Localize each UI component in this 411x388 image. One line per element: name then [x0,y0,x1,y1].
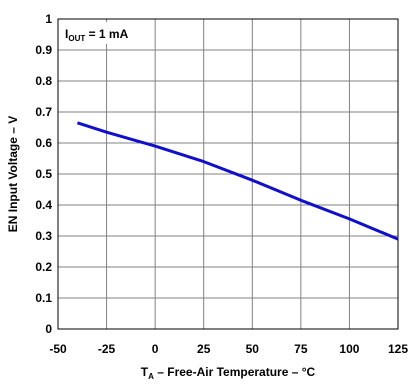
x-tick-labels: -50 -25 0 25 50 75 100 125 [49,342,408,356]
y-tick-label: 0.8 [35,74,52,88]
x-axis-title-rest: – Free-Air Temperature – °C [154,365,316,379]
y-tick-label: 0.2 [35,260,52,274]
y-tick-label: 0.1 [35,291,52,305]
x-tick-label: 25 [197,342,211,356]
x-tick-label: 100 [339,342,359,356]
x-tick-label: 75 [294,342,308,356]
y-tick-labels: 0 0.1 0.2 0.3 0.4 0.5 0.6 0.7 0.8 0.9 1 [35,12,52,336]
y-tick-label: 0.6 [35,136,52,150]
annotation-main: I [65,27,68,41]
annotation-label: IOUT = 1 mA [65,27,129,43]
y-tick-label: 0.7 [35,105,52,119]
annotation-rest: = 1 mA [85,27,128,41]
plot-frame [57,18,399,330]
y-tick-label: 0.3 [35,229,52,243]
x-tick-label: -25 [98,342,116,356]
y-tick-label: 0 [45,322,52,336]
x-axis-title-sub: A [148,372,154,381]
annotation-sub: OUT [68,34,85,43]
y-tick-label: 0.9 [35,43,52,57]
x-tick-label: -50 [49,342,67,356]
x-axis-title-main: T [141,365,149,379]
annotation-box [60,22,143,44]
x-tick-label: 125 [388,342,408,356]
x-tick-label: 50 [246,342,260,356]
x-axis-title: TA – Free-Air Temperature – °C [141,365,316,381]
grid-lines [57,18,399,330]
y-tick-label: 0.4 [35,198,52,212]
y-axis-title: EN Input Voltage – V [6,116,20,232]
x-tick-label: 0 [152,342,159,356]
series-line [76,121,399,241]
y-tick-label: 0.5 [35,167,52,181]
y-tick-label: 1 [45,12,52,26]
